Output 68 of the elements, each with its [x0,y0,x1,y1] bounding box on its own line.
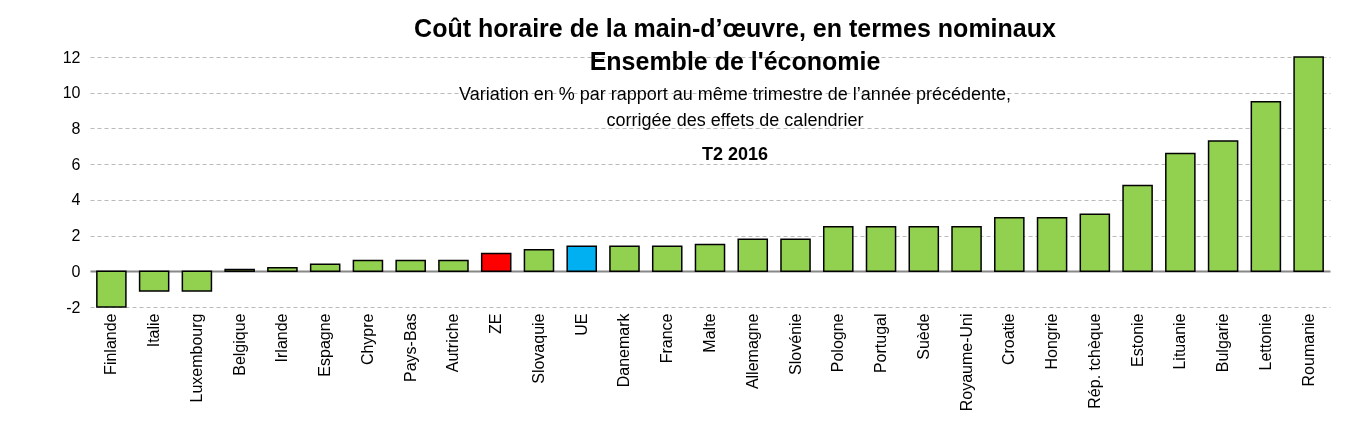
bar [1079,213,1111,273]
x-tick-label: Slovénie [786,313,804,375]
x-tick-label: Croatie [1000,313,1018,366]
x-tick-label: Italie [145,313,163,348]
x-tick-label: ZE [487,313,505,334]
x-tick-label: Roumanie [1299,313,1317,387]
bar [694,243,726,273]
x-tick-label: Pays-Bas [401,313,419,382]
bar [96,270,127,308]
bar [138,270,170,292]
x-tick-label: Hongrie [1043,313,1061,370]
x-tick-label: Royaume-Uni [957,313,975,412]
x-tick-label: Autriche [444,313,462,373]
y-tick-label: -2 [66,298,81,316]
y-tick-label: 2 [71,227,81,245]
x-tick-label: Espagne [316,313,334,377]
bar [651,245,683,273]
bar [352,259,384,273]
bar [1122,184,1153,273]
bar [1207,140,1239,273]
y-tick-label: 12 [62,48,81,66]
bar [395,259,426,273]
x-tick-label: Malte [701,313,718,353]
x-tick-label: Lituanie [1171,313,1189,370]
bar [566,245,598,273]
x-tick-label: Lettonie [1256,313,1274,371]
bar [1250,100,1282,273]
bar [780,238,811,273]
x-tick-label: Bulgarie [1214,313,1232,373]
bar [994,216,1025,273]
bar [309,263,341,273]
bar [609,245,640,273]
y-tick-label: 10 [62,84,81,102]
bar [865,225,897,273]
y-tick-label: 0 [71,262,81,280]
x-tick-label: Belgique [230,313,248,376]
x-tick-label: Irlande [273,313,291,363]
bar [1165,152,1196,273]
bar [737,238,769,273]
text: Variation en % par rapport au même trimestre de l’année précédente, corrigée des effets de calendrier [459,84,1011,130]
x-tick-label: Estonie [1128,313,1146,367]
x-tick-label: Suède [914,313,932,360]
bar [523,249,555,273]
x-tick-label: Slovaquie [529,313,547,384]
x-tick-label: France [658,313,676,364]
x-tick-label: Rép. tchèque [1085,313,1103,409]
x-tick-label: Allemagne [743,313,761,390]
bar [267,266,298,273]
y-tick-label: 8 [71,119,81,137]
x-tick-label: Danemark [615,312,633,388]
y-tick-label: 6 [71,155,81,173]
bar [822,225,854,273]
bar [181,270,213,292]
x-tick-label: Finlande [102,313,120,375]
x-tick-label: Pologne [829,313,847,373]
bar [1293,56,1324,273]
x-tick-label: UE [572,313,590,336]
x-tick-label: Chypre [358,313,376,366]
annotation: T2 2016 [701,144,769,164]
x-tick-label: Portugal [872,313,890,374]
y-tick-label: 4 [71,191,81,209]
bar [438,259,469,273]
bar [1036,216,1068,273]
bar [951,225,982,273]
bar [908,225,940,273]
x-tick-label: Luxembourg [187,313,205,403]
bar [480,252,512,273]
chart-title: Coût horaire de la main-d’œuvre, en termes nominaux Ensemble de l'économie [414,14,1056,75]
